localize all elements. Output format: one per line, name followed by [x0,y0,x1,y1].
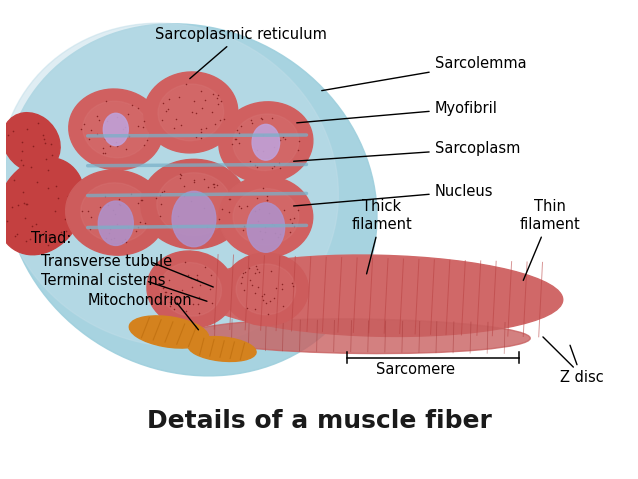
Ellipse shape [103,113,128,146]
Ellipse shape [69,89,163,170]
Ellipse shape [98,201,133,245]
Ellipse shape [160,262,221,316]
Ellipse shape [194,255,563,336]
Text: Sarcoplasm: Sarcoplasm [293,141,520,161]
Ellipse shape [247,203,285,252]
Text: Mitochondrion: Mitochondrion [87,293,192,308]
Ellipse shape [158,84,224,141]
Ellipse shape [147,251,235,328]
Ellipse shape [189,319,530,354]
Ellipse shape [141,160,247,249]
Ellipse shape [83,101,149,158]
Text: Details of a muscle fiber: Details of a muscle fiber [147,410,491,433]
Ellipse shape [223,253,308,326]
Text: Thick
filament: Thick filament [351,199,412,274]
Ellipse shape [81,183,151,242]
Text: Nucleus: Nucleus [293,184,493,206]
Text: Terminal cisterns: Terminal cisterns [41,274,165,288]
Ellipse shape [157,173,231,235]
Ellipse shape [0,23,338,347]
Text: Myofibril: Myofibril [297,101,498,123]
Ellipse shape [233,114,299,171]
Ellipse shape [0,158,84,255]
Text: Sarcolemma: Sarcolemma [322,56,526,91]
Text: Sarcoplasmic reticulum: Sarcoplasmic reticulum [155,27,327,79]
Ellipse shape [66,170,166,255]
Ellipse shape [144,72,238,153]
Ellipse shape [172,191,216,247]
Ellipse shape [3,113,60,172]
Text: Thin
filament: Thin filament [520,199,581,280]
Ellipse shape [130,316,209,348]
Text: Sarcomere: Sarcomere [376,362,456,376]
Ellipse shape [4,24,377,376]
Ellipse shape [236,264,295,315]
Ellipse shape [219,102,313,182]
Ellipse shape [219,176,313,257]
Ellipse shape [233,189,299,245]
Text: Transverse tubule: Transverse tubule [41,254,172,269]
Text: Triad:: Triad: [31,231,71,246]
Ellipse shape [188,337,256,362]
Text: Z disc: Z disc [560,345,604,385]
Ellipse shape [252,125,279,160]
